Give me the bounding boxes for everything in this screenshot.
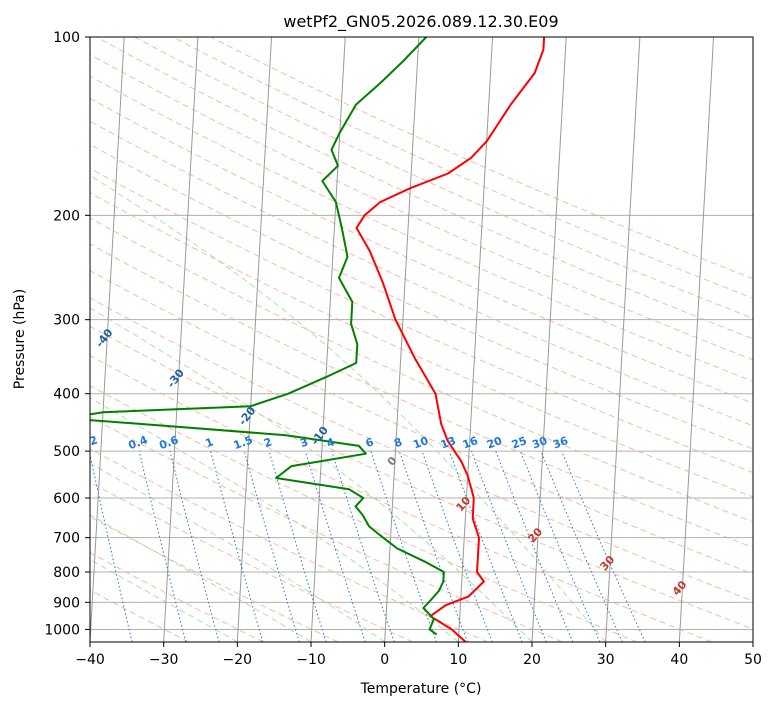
y-tick-label: 800 (53, 565, 80, 581)
dewpoint-profile-line (90, 37, 445, 636)
isotherm-line (90, 37, 125, 642)
profile-series (90, 37, 546, 642)
mixing-ratio-label: 6 (364, 435, 376, 450)
x-tick-label: 30 (597, 652, 615, 668)
x-tick-label: −20 (223, 652, 253, 668)
dry-adiabat-line (90, 552, 264, 642)
chart-title: wetPf2_GN05.2026.089.12.30.E09 (283, 12, 558, 32)
isotherm-line (605, 37, 641, 642)
plot-frame (89, 36, 754, 643)
mixing-ratio-line (169, 450, 220, 642)
dry-adiabat-line (90, 167, 753, 474)
y-axis-label: Pressure (hPa) (12, 289, 28, 389)
isotherm-line (384, 37, 420, 642)
y-tick-label: 400 (53, 387, 80, 403)
dry-adiabat-line (90, 385, 638, 642)
mixing-ratio-line (138, 450, 187, 642)
mixing-ratio-label: 4 (325, 435, 337, 450)
mixing-ratio-lines (90, 450, 646, 642)
dry-adiabat-line (90, 297, 753, 602)
x-tick-label: 20 (523, 652, 541, 668)
y-tick-label: 600 (53, 491, 80, 507)
y-tick-label: 500 (53, 444, 80, 460)
mixing-ratio-line (243, 450, 300, 642)
mixing-ratio-label: 36 (551, 434, 570, 452)
mixing-ratio-label: 3 (298, 435, 310, 450)
dry-adiabat-line (90, 448, 488, 642)
mixing-ratio-label: 16 (461, 434, 480, 452)
isotherm-line (236, 37, 273, 642)
mixing-ratio-line (561, 450, 646, 642)
isotherm-line (678, 37, 715, 642)
x-tick-label: −40 (75, 652, 105, 668)
moist-adiabat-line (90, 462, 385, 642)
mixing-ratio-label: 1 (204, 435, 216, 450)
x-axis-ticks: −40 −30 −20 −10 0 10 20 30 40 50 (75, 642, 762, 668)
isotherm-line (531, 37, 567, 642)
mixing-ratio-line (540, 450, 623, 642)
mixing-ratio-label: 0.4 (127, 433, 150, 452)
y-tick-label: 700 (53, 531, 80, 547)
y-tick-label: 300 (53, 313, 80, 329)
mixing-ratio-label: 25 (510, 434, 529, 451)
dry-adiabat-line (90, 192, 753, 498)
mixing-ratio-line (304, 450, 366, 642)
isotherm-gridlines (90, 37, 753, 642)
mixing-ratio-line (268, 450, 327, 642)
x-tick-label: −30 (149, 652, 179, 668)
y-axis-ticks: 100 200 300 400 500 600 700 800 900 1000 (44, 30, 90, 638)
mixing-ratio-label: 1.5 (232, 433, 255, 452)
dry-adiabat-line (90, 243, 753, 549)
x-tick-label: 40 (670, 652, 688, 668)
mixing-ratio-label: 10 (411, 434, 430, 452)
mixing-ratio-line (331, 450, 395, 642)
dry-adiabat-line (90, 589, 190, 642)
mixing-ratio-line (370, 450, 437, 642)
mixing-ratio-label: 2 (262, 435, 274, 450)
dry-adiabat-line (90, 325, 753, 630)
mixing-ratio-label: 8 (392, 435, 404, 450)
mixing-ratio-label: 13 (439, 434, 458, 451)
mixing-ratio-label: 30 (530, 434, 549, 452)
y-tick-label: 1000 (44, 622, 80, 638)
mixing-ratio-label: 20 (485, 434, 504, 452)
mixing-ratio-line (471, 450, 547, 642)
mixing-ratio-line (210, 450, 264, 642)
isotherm-line (163, 37, 199, 642)
mixing-ratio-line (398, 450, 468, 642)
mixing-ratio-line (519, 450, 601, 642)
isotherm-line (457, 37, 494, 642)
y-tick-label: 100 (53, 30, 80, 46)
dry-adiabat-line (90, 270, 753, 575)
dry-adiabat-line (96, 37, 753, 340)
x-tick-label: 0 (380, 652, 389, 668)
dry-adiabat-line (90, 120, 753, 427)
moist-adiabat-line (90, 307, 533, 642)
x-tick-label: 50 (744, 652, 762, 668)
y-tick-label: 900 (53, 595, 80, 611)
x-tick-label: 10 (449, 652, 467, 668)
dry-adiabat-line (90, 416, 563, 642)
dry-adiabat-line (90, 354, 712, 642)
mixing-ratio-line (90, 452, 133, 642)
dry-adiabat-line (90, 97, 753, 404)
y-tick-label: 200 (53, 208, 80, 224)
temperature-profile-line (355, 37, 546, 642)
mixing-ratio-line (448, 450, 523, 642)
mixing-ratio-label: 0.6 (157, 433, 180, 452)
isotherm-line (310, 37, 346, 642)
mixing-ratio-line (421, 450, 493, 642)
x-tick-label: −10 (296, 652, 326, 668)
x-axis-label: Temperature (°C) (360, 681, 482, 697)
mixing-ratio-line (495, 450, 574, 642)
mixing-ratio-label: 0.2 (77, 433, 100, 452)
